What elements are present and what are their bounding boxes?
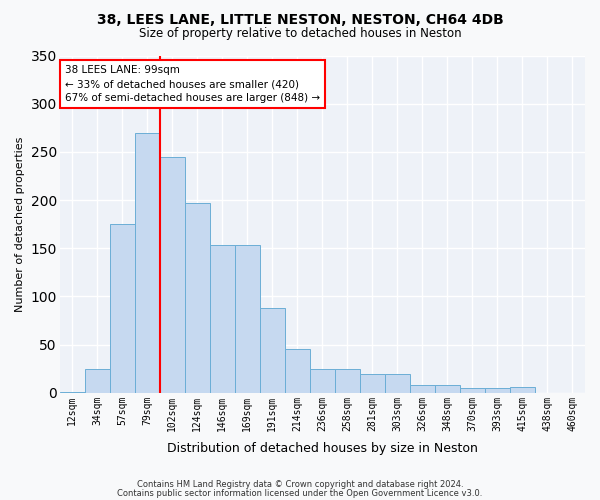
Bar [185,203,210,393]
X-axis label: Distribution of detached houses by size in Neston: Distribution of detached houses by size … [167,442,478,455]
Text: 38 LEES LANE: 99sqm
← 33% of detached houses are smaller (420)
67% of semi-detac: 38 LEES LANE: 99sqm ← 33% of detached ho… [65,65,320,103]
Bar [60,392,85,393]
Bar [435,385,460,393]
Bar [385,374,410,393]
Bar [235,246,260,393]
Text: Size of property relative to detached houses in Neston: Size of property relative to detached ho… [139,28,461,40]
Text: Contains public sector information licensed under the Open Government Licence v3: Contains public sector information licen… [118,489,482,498]
Bar [460,388,485,393]
Bar [135,132,160,393]
Bar [260,308,285,393]
Bar [485,388,510,393]
Bar [110,224,135,393]
Bar [85,369,110,393]
Bar [360,374,385,393]
Bar [510,387,535,393]
Bar [335,369,360,393]
Text: 38, LEES LANE, LITTLE NESTON, NESTON, CH64 4DB: 38, LEES LANE, LITTLE NESTON, NESTON, CH… [97,12,503,26]
Text: Contains HM Land Registry data © Crown copyright and database right 2024.: Contains HM Land Registry data © Crown c… [137,480,463,489]
Bar [210,246,235,393]
Bar [285,348,310,393]
Bar [410,385,435,393]
Y-axis label: Number of detached properties: Number of detached properties [15,136,25,312]
Bar [310,369,335,393]
Bar [160,156,185,393]
